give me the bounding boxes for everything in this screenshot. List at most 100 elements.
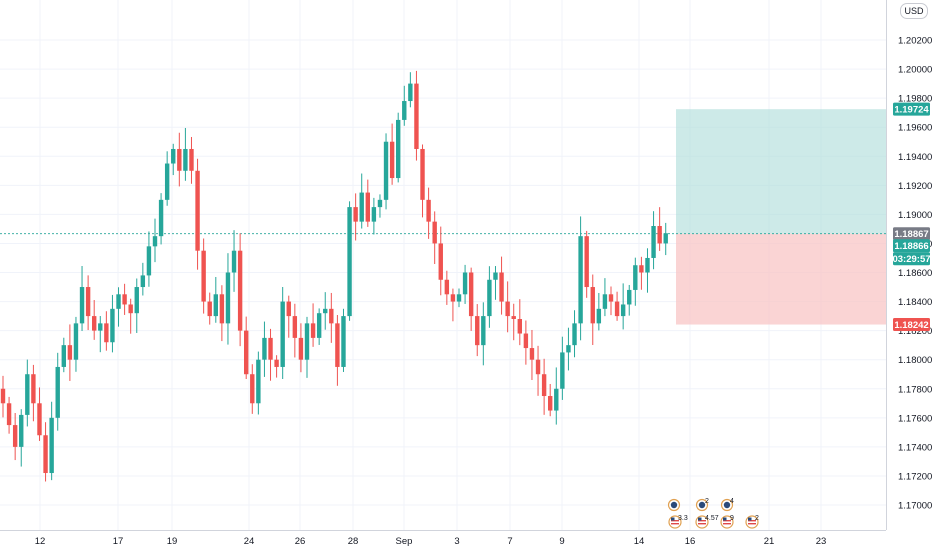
target-price-tag: 1.19724	[894, 105, 929, 116]
candle-body	[292, 316, 298, 338]
chart-grid	[0, 0, 886, 530]
time-tick-label: 14	[634, 536, 645, 547]
candle-body	[262, 337, 267, 360]
candle-body	[219, 294, 225, 324]
candle-body	[329, 308, 334, 324]
time-tick-label: 19	[167, 536, 178, 547]
candle-body	[511, 316, 516, 319]
candle-body	[444, 279, 450, 295]
loss-zone[interactable]	[676, 233, 886, 325]
candle-body	[548, 396, 553, 411]
candle-body	[614, 301, 620, 317]
candle-body	[231, 250, 237, 273]
candle-body	[335, 323, 340, 367]
candle-body	[414, 83, 419, 149]
us-flag-stripe	[748, 520, 756, 522]
price-tick-label: 1.17600	[898, 413, 932, 424]
event-count: 3.3	[678, 515, 688, 522]
candle-body	[177, 148, 182, 171]
us-flag-stripe	[698, 523, 706, 525]
time-tick-label: Sep	[396, 536, 413, 547]
candle-body	[67, 345, 73, 360]
candle-body	[146, 246, 152, 276]
stop-price-tag: 1.18242	[894, 320, 928, 331]
candle-body	[73, 323, 79, 360]
event-dot-icon	[670, 501, 678, 509]
candle-body	[450, 294, 456, 302]
event-dot-icon	[698, 501, 706, 509]
event-count: 4.57	[705, 515, 719, 522]
candle-body	[189, 148, 194, 171]
candle-body	[371, 207, 377, 222]
candle-body	[487, 279, 492, 317]
price-tick-label: 1.19600	[898, 123, 932, 134]
candle-body	[365, 192, 370, 222]
price-tick-label: 1.18200	[898, 326, 932, 337]
economic-events[interactable]: 2 4 3.3 4.57 9 2	[667, 498, 760, 529]
us-flag-stripe	[723, 523, 731, 525]
us-flag-stripe	[698, 520, 706, 522]
candle-body	[12, 425, 18, 447]
currency-button[interactable]: USD	[900, 3, 928, 19]
candle-body	[639, 265, 644, 273]
candle-body	[37, 403, 42, 436]
time-tick-label: 28	[348, 536, 359, 547]
candle-body	[237, 250, 243, 331]
candle-body	[353, 207, 358, 222]
candle-body	[0, 388, 6, 404]
entry-price-tag: 1.18867	[894, 229, 928, 240]
candle-body	[6, 403, 12, 426]
price-tick-label: 1.19200	[898, 181, 932, 192]
candle-body	[43, 435, 48, 474]
candle-body	[481, 316, 486, 346]
candle-body	[602, 294, 608, 309]
candle-body	[499, 272, 504, 302]
candle-body	[201, 250, 206, 302]
candle-body	[79, 287, 85, 324]
candle-body	[341, 316, 346, 367]
candle-body	[195, 170, 200, 251]
countdown-tag: 03:29:57	[892, 254, 930, 265]
time-tick-label: 17	[113, 536, 124, 547]
price-tick-label: 1.18400	[898, 297, 932, 308]
candles	[0, 70, 668, 482]
price-tick-label: 1.17400	[898, 442, 932, 453]
us-flag-stripe	[748, 523, 756, 525]
price-tick-label: 1.17000	[898, 501, 932, 512]
candle-body	[134, 287, 139, 314]
candle-body	[523, 333, 529, 349]
last-price-tag: 1.18866	[894, 241, 928, 252]
candle-body	[529, 348, 535, 360]
price-axis[interactable]: 1.20200 1.20000 1.19800 1.19600 1.19400 1.192…	[886, 0, 932, 530]
candle-body	[663, 233, 668, 244]
candle-body	[256, 359, 261, 404]
candle-body	[310, 323, 316, 338]
time-axis[interactable]: 12 17 19 24 26 28 Sep 3 7 9 14 16 21 23	[0, 530, 886, 548]
candle-body	[620, 304, 626, 317]
candle-body	[408, 83, 413, 102]
candle-body	[493, 272, 498, 280]
candle-body	[535, 359, 541, 375]
candle-body	[572, 323, 577, 346]
event-dot-icon	[723, 501, 731, 509]
time-tick-label: 23	[816, 536, 827, 547]
us-flag-canton	[748, 517, 752, 521]
event-count: 4	[730, 498, 734, 505]
candle-body	[128, 304, 133, 314]
candle-body	[438, 243, 443, 280]
candle-body	[323, 308, 328, 314]
candle-body	[171, 148, 176, 164]
candle-body	[584, 236, 589, 288]
candle-body	[207, 301, 212, 317]
candle-body	[389, 141, 395, 179]
time-tick-label: 9	[559, 536, 564, 547]
candle-body	[225, 272, 231, 324]
candle-body	[633, 265, 638, 290]
candle-body	[560, 352, 565, 389]
entry-price-tag-bg	[893, 227, 930, 241]
candle-body	[475, 316, 480, 346]
profit-zone[interactable]	[676, 109, 886, 234]
price-tick-label: 1.20000	[898, 65, 932, 76]
